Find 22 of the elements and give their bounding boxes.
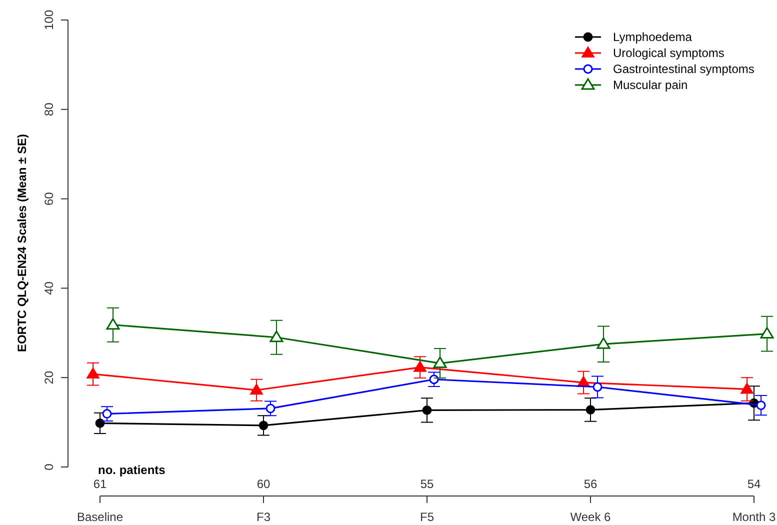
legend-label: Lymphoedema: [613, 30, 692, 44]
x-tick-label: F5: [420, 510, 434, 524]
y-axis-title: EORTC QLQ-EN24 Scales (Mean ± SE): [15, 134, 29, 352]
legend-label: Gastrointestinal symptoms: [613, 62, 754, 76]
annotation: no. patients: [98, 463, 166, 477]
legend-label: Urological symptoms: [613, 46, 724, 60]
x-tick-label: Month 3: [732, 510, 776, 524]
text: 55: [420, 477, 434, 491]
text: 61: [93, 477, 107, 491]
y-tick-label: 20: [42, 370, 56, 384]
y-tick-label: 60: [42, 192, 56, 206]
text: 56: [584, 477, 598, 491]
text: 60: [256, 477, 270, 491]
legend-label: Muscular pain: [613, 78, 688, 92]
y-tick-label: 100: [42, 10, 56, 30]
text: 54: [747, 477, 761, 491]
y-tick-label: 80: [42, 102, 56, 116]
y-tick-label: 40: [42, 281, 56, 295]
x-tick-label: Baseline: [76, 510, 124, 524]
x-tick-label: Week 6: [570, 510, 612, 524]
x-tick-label: F3: [256, 510, 271, 524]
y-tick-label: 0: [42, 463, 56, 470]
